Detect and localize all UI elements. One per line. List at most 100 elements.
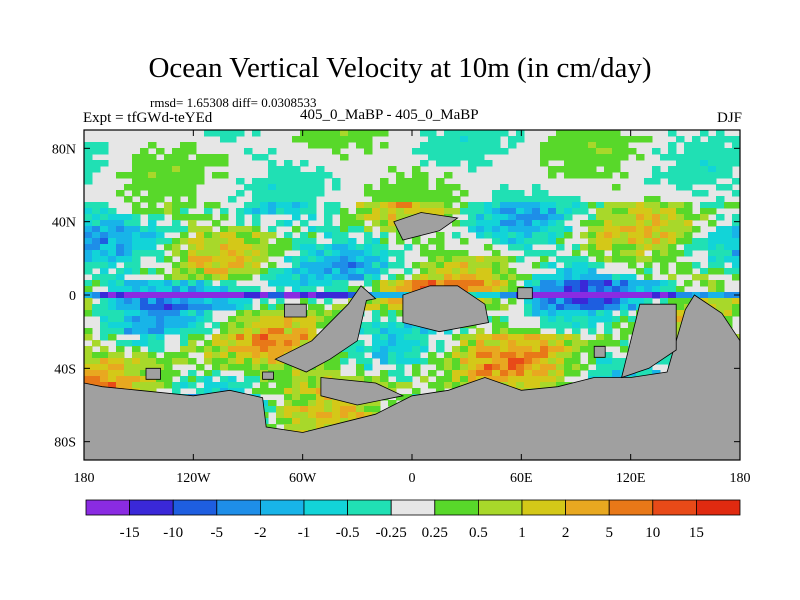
field-cell (732, 262, 740, 269)
field-cell (212, 274, 221, 281)
field-cell (356, 130, 365, 137)
field-cell (732, 142, 740, 149)
field-cell (268, 304, 277, 311)
field-cell (580, 346, 589, 353)
field-cell (588, 232, 597, 239)
field-cell (140, 208, 149, 215)
field-cell (636, 244, 645, 251)
field-cell (452, 280, 461, 287)
field-cell (292, 202, 301, 209)
field-cell (156, 304, 165, 311)
field-cell (444, 262, 453, 269)
field-cell (532, 196, 541, 203)
field-cell (244, 298, 253, 305)
field-cell (532, 274, 541, 281)
field-cell (412, 166, 421, 173)
field-cell (164, 226, 173, 233)
field-cell (732, 298, 740, 305)
field-cell (564, 148, 573, 155)
field-cell (220, 136, 229, 143)
field-cell (188, 358, 197, 365)
field-cell (444, 358, 453, 365)
field-cell (372, 130, 381, 137)
field-cell (132, 340, 141, 347)
field-cell (612, 370, 621, 377)
field-cell (580, 166, 589, 173)
field-cell (476, 262, 485, 269)
field-cell (548, 232, 557, 239)
field-cell (524, 208, 533, 215)
field-cell (388, 358, 397, 365)
field-cell (324, 268, 333, 275)
field-cell (556, 226, 565, 233)
field-cell (484, 226, 493, 233)
field-cell (220, 256, 229, 263)
field-cell (188, 178, 197, 185)
field-cell (260, 388, 269, 395)
field-cell (508, 220, 517, 227)
field-cell (412, 172, 421, 179)
field-cell (172, 310, 181, 317)
field-cell (100, 208, 109, 215)
field-cell (380, 238, 389, 245)
field-cell (324, 358, 333, 365)
field-cell (436, 208, 445, 215)
field-cell (100, 274, 109, 281)
field-cell (508, 226, 517, 233)
field-cell (100, 256, 109, 263)
field-cell (292, 244, 301, 251)
field-cell (292, 412, 301, 419)
field-cell (124, 262, 133, 269)
field-cell (228, 298, 237, 305)
field-cell (516, 370, 525, 377)
field-cell (516, 364, 525, 371)
field-cell (356, 214, 365, 221)
field-cell (228, 352, 237, 359)
field-cell (236, 274, 245, 281)
field-cell (260, 352, 269, 359)
field-cell (324, 418, 333, 425)
field-cell (572, 268, 581, 275)
field-cell (500, 196, 509, 203)
field-cell (524, 226, 533, 233)
field-cell (140, 154, 149, 161)
field-cell (540, 310, 549, 317)
field-cell (140, 280, 149, 287)
field-cell (700, 268, 709, 275)
field-cell (220, 172, 229, 179)
field-cell (164, 304, 173, 311)
field-cell (156, 322, 165, 329)
field-cell (284, 400, 293, 407)
field-cell (468, 352, 477, 359)
field-cell (180, 352, 189, 359)
field-cell (188, 328, 197, 335)
field-cell (172, 352, 181, 359)
field-cell (308, 298, 317, 305)
field-cell (252, 346, 261, 353)
field-cell (180, 160, 189, 167)
field-cell (204, 160, 213, 167)
field-cell (460, 274, 469, 281)
field-cell (596, 340, 605, 347)
field-cell (684, 220, 693, 227)
field-cell (204, 130, 213, 137)
field-cell (444, 154, 453, 161)
field-cell (476, 202, 485, 209)
field-cell (132, 376, 141, 383)
field-cell (556, 340, 565, 347)
field-cell (428, 280, 437, 287)
field-cell (148, 190, 157, 197)
field-cell (556, 232, 565, 239)
field-cell (380, 298, 389, 305)
field-cell (588, 226, 597, 233)
field-cell (124, 220, 133, 227)
field-cell (508, 364, 517, 371)
field-cell (556, 154, 565, 161)
field-cell (92, 274, 101, 281)
field-cell (140, 334, 149, 341)
field-cell (548, 382, 557, 389)
field-cell (340, 244, 349, 251)
field-cell (108, 358, 117, 365)
field-cell (684, 262, 693, 269)
field-cell (548, 364, 557, 371)
